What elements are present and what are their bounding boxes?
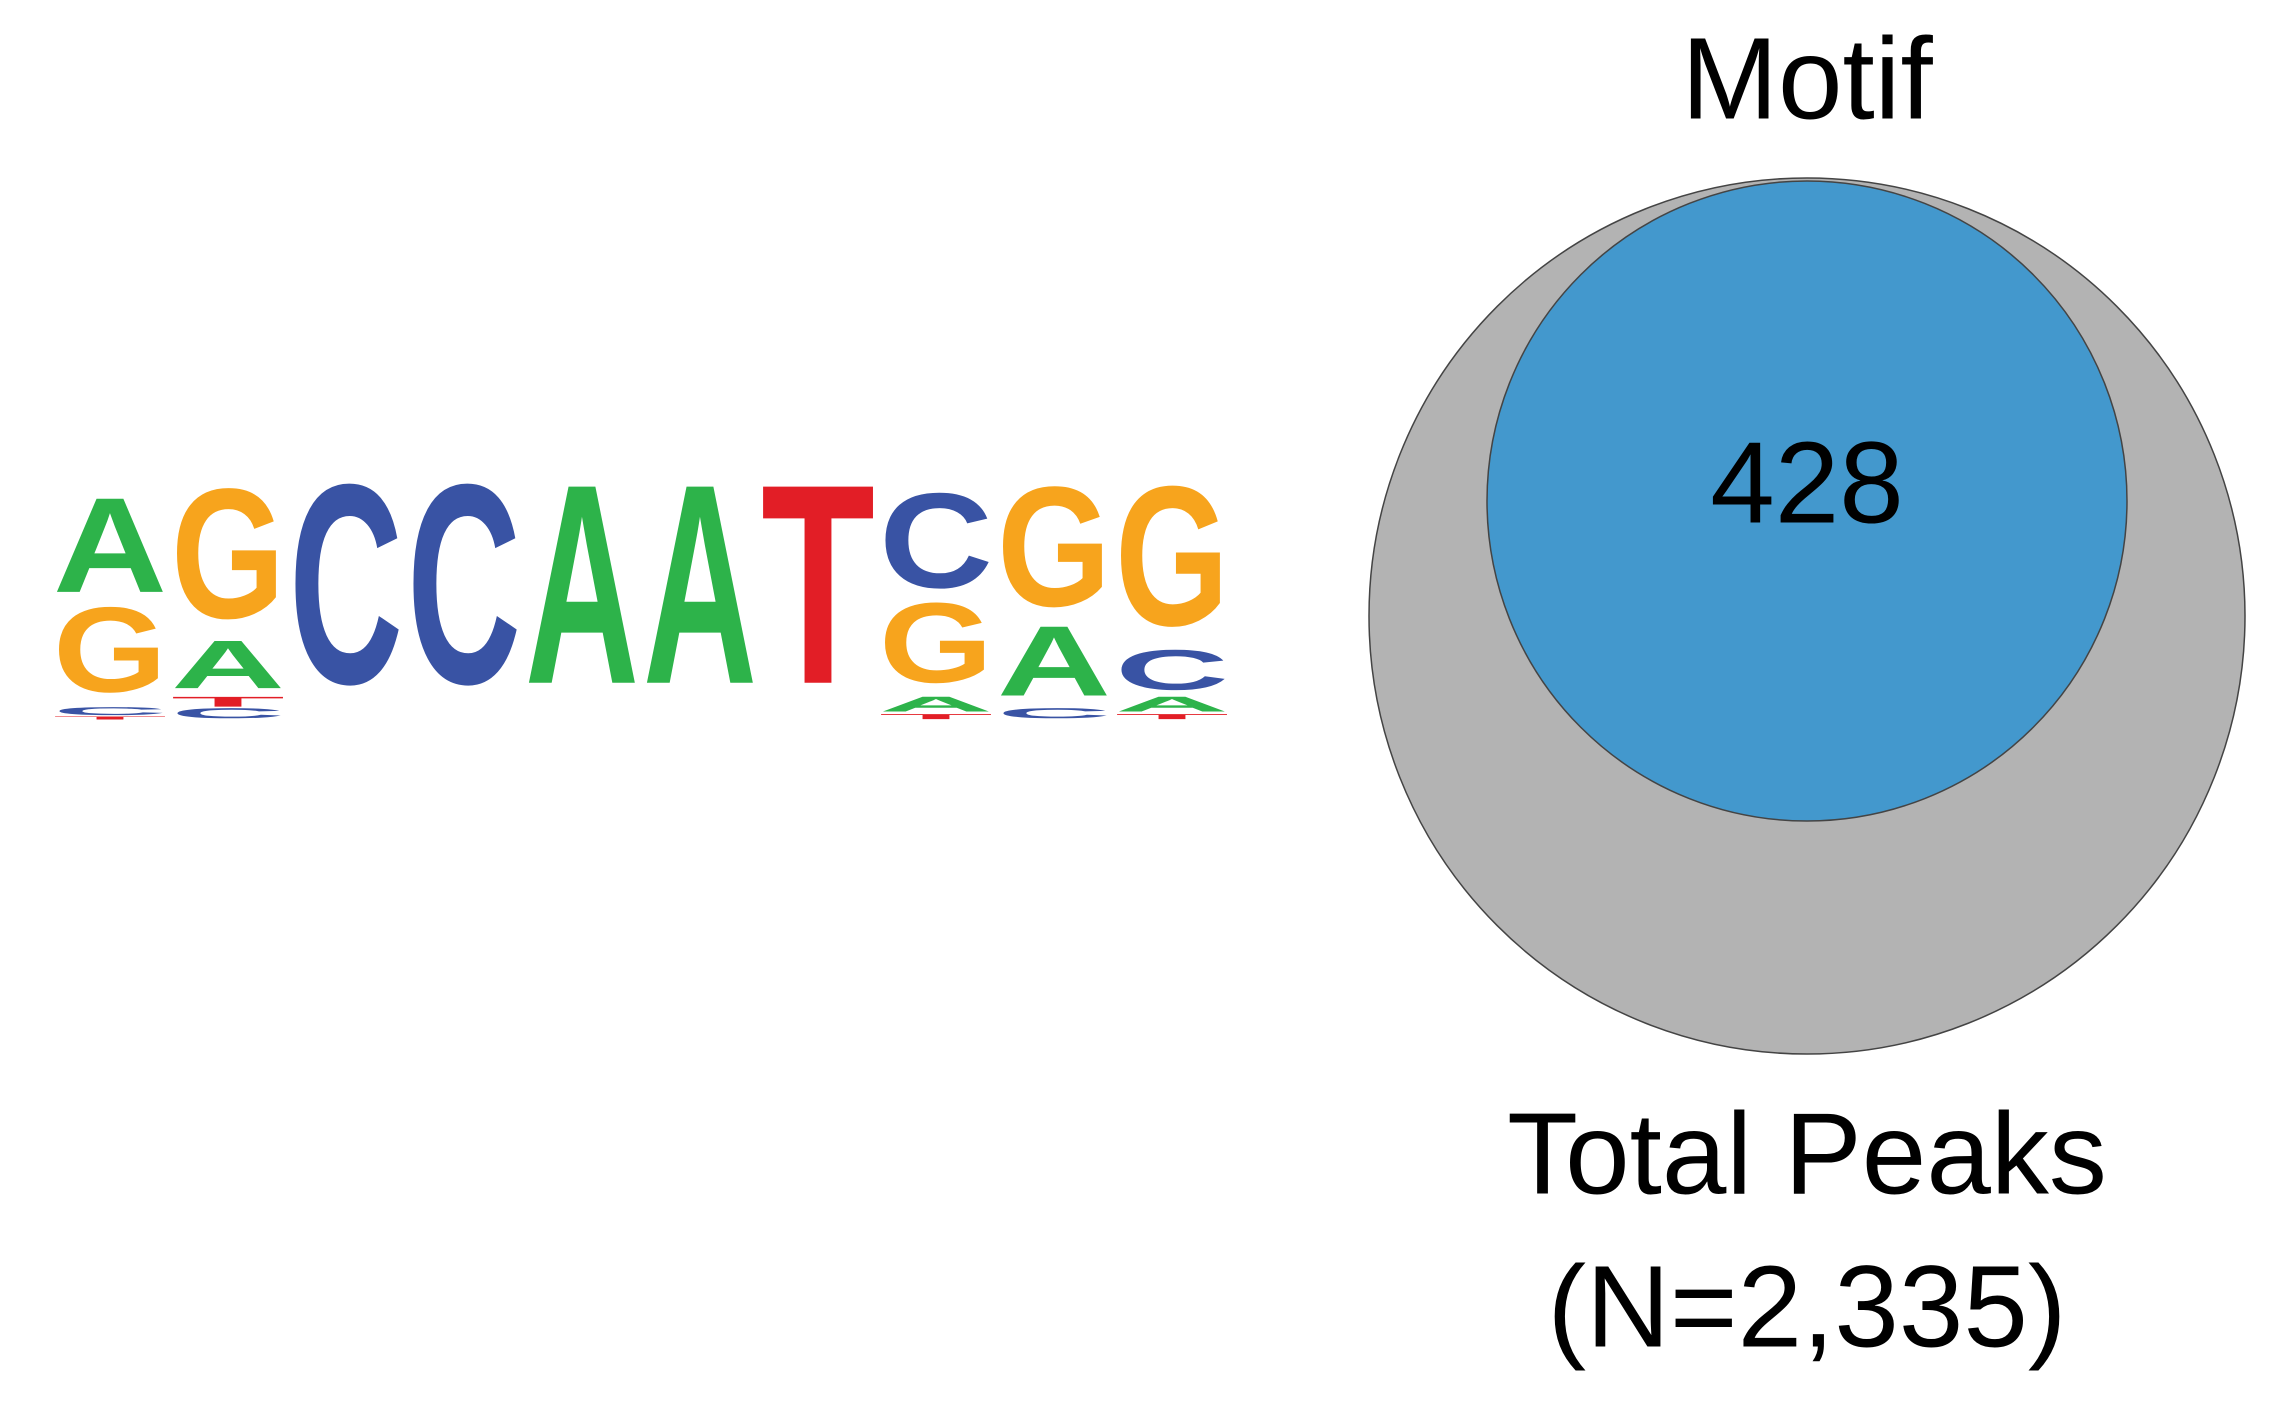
logo-letter: G	[879, 579, 993, 707]
outer-count: (N=2,335)	[1547, 1242, 2066, 1372]
logo-letter: G	[53, 582, 167, 717]
logo-letter: G	[997, 451, 1111, 642]
logo-letter: A	[1115, 692, 1229, 716]
inner-label: Motif	[1681, 14, 1933, 144]
logo-letter: T	[879, 713, 993, 721]
logo-letter: G	[171, 451, 285, 657]
logo-letter: A	[879, 692, 993, 716]
logo-letter: C	[997, 705, 1111, 721]
logo-letter: T	[1115, 713, 1229, 721]
logo-letter: A	[643, 424, 757, 743]
logo-letter: A	[997, 605, 1111, 717]
logo-letter: A	[171, 626, 285, 703]
logo-letter: C	[879, 466, 993, 617]
logo-letter: T	[761, 426, 875, 744]
logo-letter: T	[171, 694, 285, 710]
logo-letter: C	[1115, 639, 1229, 702]
outer-label: Total Peaks	[1507, 1089, 2107, 1219]
logo-letter: G	[1115, 445, 1229, 668]
logo-letter: A	[525, 424, 639, 743]
logo-letter: T	[53, 716, 167, 721]
logo-letter: A	[53, 470, 167, 621]
logo-letter: C	[407, 424, 521, 743]
logo-letter: C	[289, 424, 403, 743]
logo-letter: C	[53, 705, 167, 718]
logo-letter: C	[171, 705, 285, 721]
inner-circle	[1486, 180, 2128, 822]
inner-count: 428	[1710, 418, 1904, 548]
venn-diagram: Motif 428 Total Peaks (N=2,335)	[1368, 14, 2246, 1372]
